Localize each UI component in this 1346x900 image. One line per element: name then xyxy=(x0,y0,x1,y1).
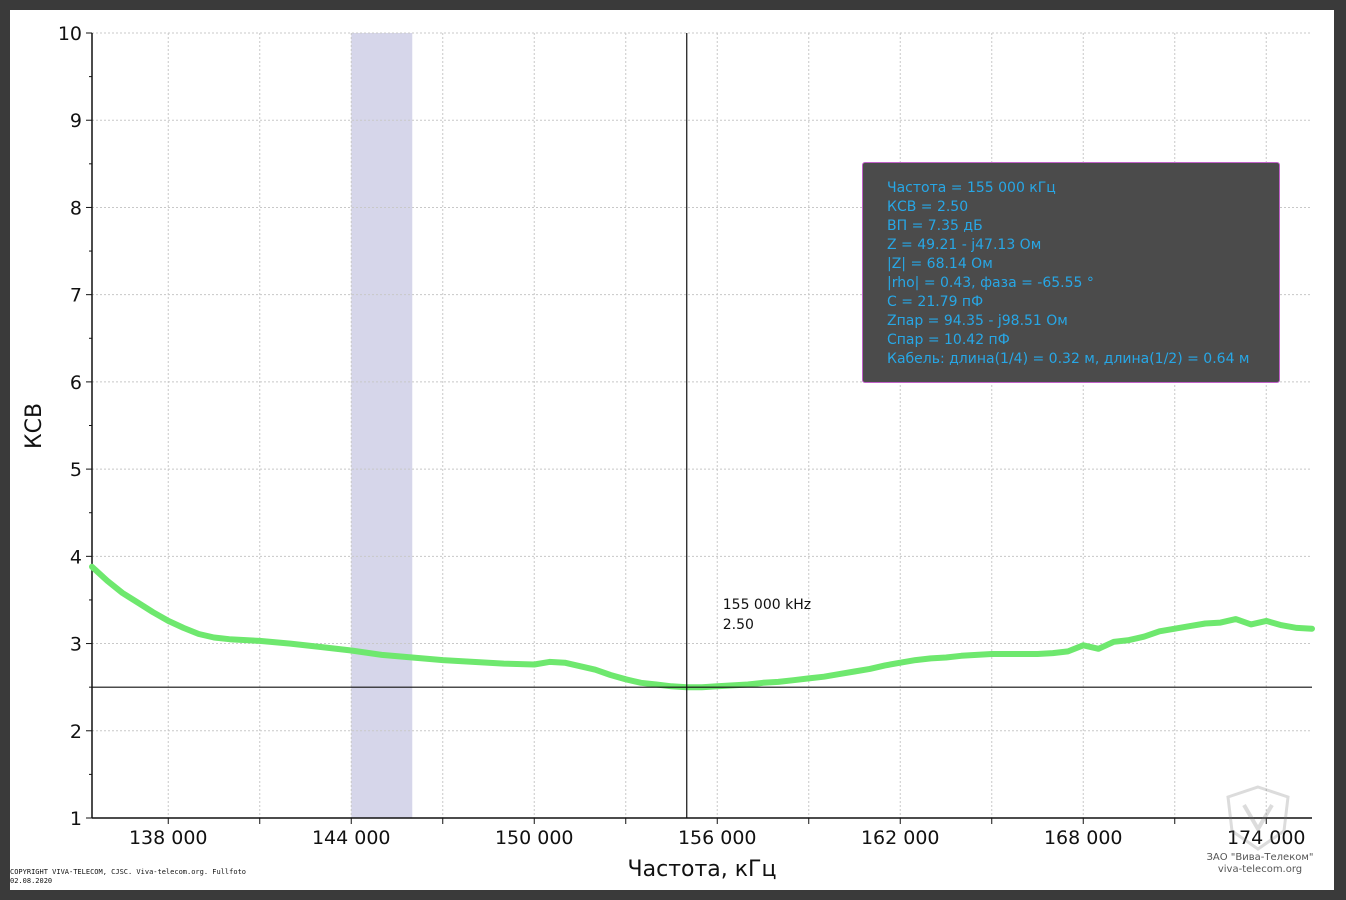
x-tick-label: 138 000 xyxy=(129,827,208,849)
y-tick-label: 4 xyxy=(70,546,82,568)
x-tick-label: 144 000 xyxy=(312,827,391,849)
y-tick-label: 7 xyxy=(70,285,82,307)
cursor-frequency-label: 155 000 kHz xyxy=(723,597,811,613)
info-impedance-magnitude: |Z| = 68.14 Ом xyxy=(887,256,993,272)
y-tick-label: 10 xyxy=(58,23,82,45)
y-tick-label: 3 xyxy=(70,634,82,656)
info-cable-length: Кабель: длина(1/4) = 0.32 м, длина(1/2) … xyxy=(887,351,1250,367)
vswr-curve xyxy=(89,563,1315,691)
brand-watermark: ЗАО "Вива-Телеком" viva-telecom.org xyxy=(1200,852,1320,876)
frequency-band xyxy=(351,33,413,818)
x-tick-label: 156 000 xyxy=(678,827,757,849)
brand-url: viva-telecom.org xyxy=(1217,864,1303,875)
info-return-loss: ВП = 7.35 дБ xyxy=(887,218,983,234)
x-tick-label: 150 000 xyxy=(495,827,574,849)
y-tick-label: 1 xyxy=(70,808,82,830)
copyright-line-2: 02.08.2020 xyxy=(10,877,53,885)
shield-logo-icon xyxy=(1226,785,1290,851)
x-tick-label: 168 000 xyxy=(1044,827,1123,849)
info-impedance: Z = 49.21 - j47.13 Ом xyxy=(887,237,1042,253)
vswr-chart: 138 000 144 000 150 000 156 000 162 000 168 0… xyxy=(22,23,1315,882)
info-vswr: КСВ = 2.50 xyxy=(887,199,969,215)
cursor-value-label: 2.50 xyxy=(723,617,754,633)
x-tick-label: 174 000 xyxy=(1227,827,1306,849)
y-tick-label: 9 xyxy=(70,110,82,132)
copyright-notice: COPYRIGHT VIVA-TELECOM, CJSC. Viva-telec… xyxy=(10,868,310,886)
info-rho-phase: |rho| = 0.43, фаза = -65.55 ° xyxy=(887,275,1094,291)
y-axis-title: КСВ xyxy=(22,403,47,449)
y-tick-label: 8 xyxy=(70,197,82,219)
y-tick-label: 5 xyxy=(70,459,82,481)
measurement-info-panel: Частота = 155 000 кГц КСВ = 2.50 ВП = 7.… xyxy=(862,162,1280,383)
info-parallel-impedance: Zпар = 94.35 - j98.51 Ом xyxy=(887,313,1068,329)
info-parallel-capacitance: Cпар = 10.42 пФ xyxy=(887,332,1010,348)
y-tick-label: 2 xyxy=(70,721,82,743)
x-axis-title: Частота, кГц xyxy=(628,857,777,882)
x-tick-label: 162 000 xyxy=(861,827,940,849)
chart-frame: 138 000 144 000 150 000 156 000 162 000 168 0… xyxy=(10,10,1334,890)
info-frequency: Частота = 155 000 кГц xyxy=(887,180,1056,196)
copyright-line-1: COPYRIGHT VIVA-TELECOM, CJSC. Viva-telec… xyxy=(10,868,247,876)
info-capacitance: C = 21.79 пФ xyxy=(887,294,984,310)
y-tick-label: 6 xyxy=(70,372,82,394)
brand-name: ЗАО "Вива-Телеком" xyxy=(1206,852,1314,863)
